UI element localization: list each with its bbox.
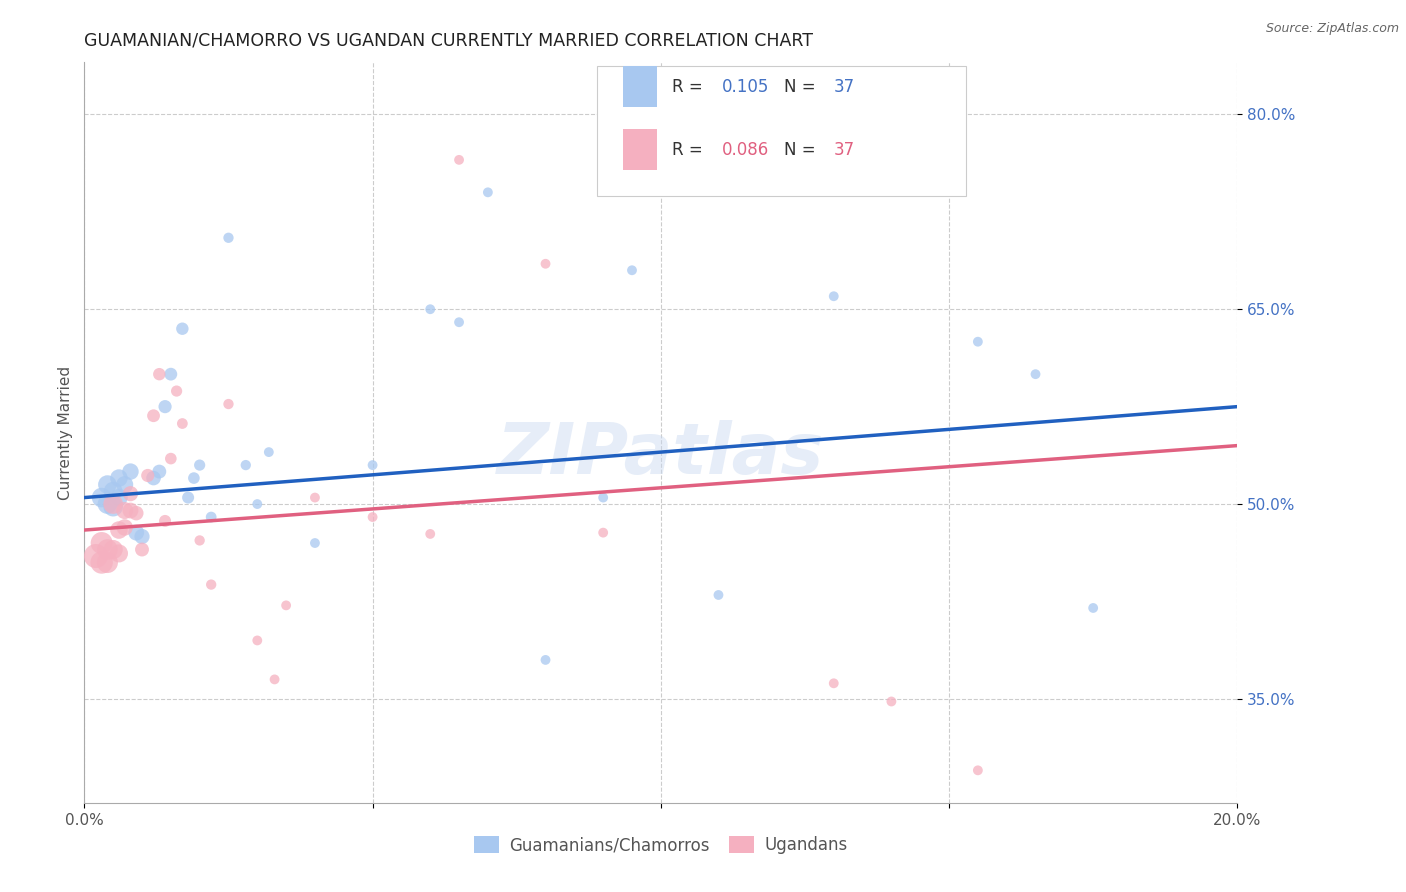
Point (148, 367, 170, 381)
FancyBboxPatch shape (598, 66, 966, 195)
Text: 37: 37 (834, 78, 855, 95)
Point (477, 186, 499, 200)
Point (200, 577, 222, 591)
Legend: Guamanians/Chamorros, Ugandans: Guamanians/Chamorros, Ugandans (467, 830, 855, 861)
Point (114, 520, 136, 534)
Point (131, 529, 153, 543)
Point (114, 477, 136, 491)
Point (120, 465, 142, 479)
Text: R =: R = (672, 78, 709, 95)
Point (153, 400, 176, 414)
Point (120, 486, 142, 500)
Point (218, 231, 240, 245)
Point (166, 384, 188, 398)
FancyBboxPatch shape (623, 129, 658, 169)
Point (183, 471, 205, 485)
Point (304, 491, 326, 505)
Point (114, 503, 136, 517)
Point (218, 397, 240, 411)
Point (967, 764, 990, 778)
Text: N =: N = (785, 78, 821, 95)
Point (153, 514, 176, 528)
Point (534, 257, 557, 271)
Point (120, 503, 142, 517)
Point (96, 556, 118, 570)
Point (96, 542, 118, 557)
Point (108, 546, 131, 560)
Point (188, 533, 211, 548)
Point (142, 471, 165, 485)
Point (1025, 367, 1047, 381)
Point (96, 477, 118, 491)
Point (90, 536, 112, 550)
Point (103, 484, 124, 499)
Point (148, 465, 170, 479)
Text: 37: 37 (834, 141, 855, 159)
Point (160, 367, 183, 381)
Point (96, 497, 118, 511)
Point (304, 536, 326, 550)
Point (108, 471, 131, 485)
Point (108, 523, 131, 537)
Point (84, 549, 107, 563)
Point (419, 527, 441, 541)
Text: GUAMANIAN/CHAMORRO VS UGANDAN CURRENTLY MARRIED CORRELATION CHART: GUAMANIAN/CHAMORRO VS UGANDAN CURRENTLY … (84, 32, 813, 50)
Text: Source: ZipAtlas.com: Source: ZipAtlas.com (1265, 22, 1399, 36)
Point (103, 542, 124, 557)
Point (125, 525, 148, 540)
Point (172, 322, 194, 336)
Point (200, 510, 222, 524)
Point (592, 525, 614, 540)
Point (823, 289, 845, 303)
Point (90, 556, 112, 570)
Point (246, 633, 269, 648)
Point (449, 315, 471, 329)
Point (592, 491, 614, 505)
Text: 0.105: 0.105 (721, 78, 769, 95)
Point (621, 263, 644, 277)
Point (142, 409, 165, 423)
Point (188, 458, 211, 472)
Point (449, 153, 471, 167)
Point (90, 491, 112, 505)
Point (160, 451, 183, 466)
Text: N =: N = (785, 141, 821, 159)
Point (257, 445, 280, 459)
Point (125, 506, 148, 520)
Point (419, 302, 441, 317)
Point (136, 468, 159, 483)
Point (246, 497, 269, 511)
Text: ZIPatlas: ZIPatlas (498, 420, 824, 490)
Text: 0.086: 0.086 (721, 141, 769, 159)
Point (361, 510, 384, 524)
FancyBboxPatch shape (623, 66, 658, 107)
Point (707, 588, 730, 602)
Point (823, 676, 845, 690)
Point (103, 500, 124, 514)
Point (103, 497, 124, 511)
Point (880, 694, 903, 708)
Point (276, 599, 298, 613)
Y-axis label: Currently Married: Currently Married (58, 366, 73, 500)
Point (967, 334, 990, 349)
Point (172, 417, 194, 431)
Point (361, 458, 384, 472)
Point (131, 542, 153, 557)
Point (108, 491, 131, 505)
Point (177, 491, 200, 505)
Point (235, 458, 257, 472)
Text: R =: R = (672, 141, 709, 159)
Point (1083, 601, 1105, 615)
Point (263, 673, 285, 687)
Point (534, 653, 557, 667)
